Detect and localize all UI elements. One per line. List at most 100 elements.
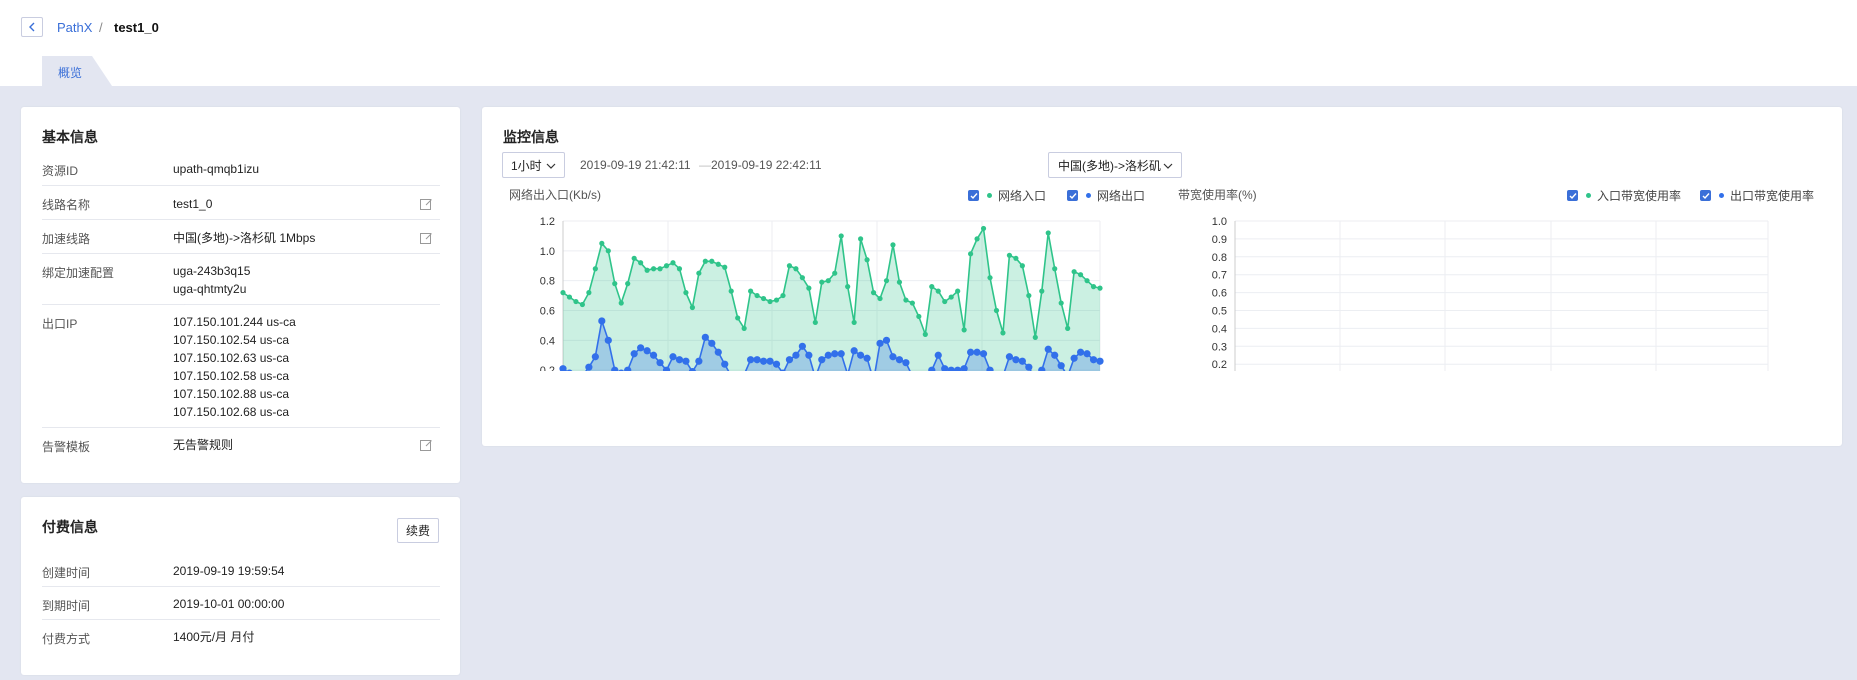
legend-dot — [1086, 193, 1091, 198]
data-point — [883, 278, 890, 284]
data-point — [753, 356, 761, 364]
data-point — [1000, 330, 1006, 336]
data-point — [935, 288, 941, 294]
data-point — [1025, 363, 1033, 371]
data-point — [845, 284, 851, 290]
egress-ip-value: 107.150.101.244 us-ca — [173, 315, 296, 329]
data-point — [644, 267, 650, 273]
monitor-title: 监控信息 — [503, 129, 559, 145]
data-point — [624, 366, 632, 371]
data-point — [850, 347, 858, 355]
data-point — [721, 360, 729, 368]
data-point — [793, 266, 799, 272]
data-point — [851, 319, 857, 326]
period-select[interactable]: 1小时 — [502, 152, 565, 178]
accel-line-label: 加速线路 — [42, 232, 91, 246]
billing-card: 付费信息 续费 创建时间 2019-09-19 19:59:54 到期时间 20… — [21, 497, 460, 675]
data-point — [832, 270, 838, 276]
data-point — [767, 298, 773, 305]
legend-checkbox[interactable] — [1067, 190, 1078, 201]
chevron-left-icon — [29, 22, 35, 32]
data-point — [682, 357, 690, 365]
data-point — [566, 369, 573, 371]
data-point — [1089, 356, 1098, 364]
breadcrumb-separator: / — [99, 20, 103, 35]
legend-inbound-label: 网络入口 — [998, 189, 1047, 203]
back-button[interactable] — [21, 17, 43, 37]
data-point — [819, 279, 825, 285]
y-tick-label: 0.8 — [1212, 252, 1227, 264]
route-select[interactable]: 中国(多地)->洛杉矶 — [1048, 152, 1182, 178]
data-point — [650, 266, 657, 272]
data-point — [876, 339, 884, 347]
data-point — [934, 351, 942, 359]
bound-config-label: 绑定加速配置 — [42, 266, 115, 280]
data-point — [780, 292, 786, 299]
tab-overview[interactable]: 概览 — [42, 56, 112, 86]
check-icon — [970, 192, 978, 199]
chevron-down-icon — [546, 163, 556, 169]
legend-inbound[interactable]: 网络入口 — [968, 187, 1046, 204]
data-point — [566, 294, 573, 300]
legend-outbound[interactable]: 网络出口 — [1067, 187, 1145, 204]
data-point — [980, 225, 987, 232]
range-start[interactable]: 2019-09-19 21:42:11 — [580, 158, 691, 172]
data-point — [1084, 278, 1090, 284]
data-point — [1012, 356, 1020, 364]
data-point — [625, 281, 631, 287]
legend-in-bandwidth[interactable]: 入口带宽使用率 — [1567, 187, 1681, 204]
data-point — [954, 366, 962, 371]
data-point — [922, 331, 928, 337]
chevron-down-icon — [1163, 163, 1173, 169]
data-point — [825, 278, 831, 284]
data-point — [806, 285, 812, 291]
billing-title: 付费信息 — [42, 519, 98, 535]
data-point — [1083, 350, 1091, 358]
data-point — [916, 313, 922, 320]
legend-checkbox[interactable] — [1700, 190, 1711, 201]
data-point — [1038, 366, 1046, 371]
legend-checkbox[interactable] — [1567, 190, 1578, 201]
data-point — [895, 356, 904, 364]
traffic-chart: 00.20.40.60.81.01.22019-09-19 21:43:0020… — [540, 216, 1104, 371]
data-point — [1045, 230, 1051, 236]
egress-ip-value: 107.150.102.88 us-ca — [173, 387, 290, 401]
data-point — [1076, 348, 1085, 356]
data-point — [986, 366, 994, 371]
data-point — [993, 307, 1000, 314]
data-point — [857, 351, 865, 359]
data-point — [748, 288, 754, 294]
data-point — [1039, 288, 1045, 294]
legend-out-bandwidth[interactable]: 出口带宽使用率 — [1700, 187, 1814, 204]
data-point — [573, 298, 579, 305]
legend-in-bandwidth-label: 入口带宽使用率 — [1597, 189, 1682, 203]
data-point — [968, 251, 974, 257]
tab-shape — [42, 56, 112, 86]
edit-icon[interactable] — [419, 231, 433, 245]
data-point — [890, 242, 896, 248]
data-point — [708, 339, 716, 347]
data-point — [747, 356, 755, 364]
edit-icon[interactable] — [419, 197, 433, 211]
legend-checkbox[interactable] — [968, 190, 979, 201]
edit-icon[interactable] — [419, 438, 433, 452]
data-point — [838, 233, 844, 239]
divider — [42, 586, 440, 587]
data-point — [785, 356, 794, 364]
range-end[interactable]: 2019-09-19 22:42:11 — [711, 158, 822, 172]
data-point — [689, 304, 695, 311]
breadcrumb-parent-link[interactable]: PathX — [57, 20, 93, 35]
data-point — [1044, 345, 1052, 353]
data-point — [675, 356, 684, 364]
data-point — [987, 275, 993, 281]
data-point — [863, 354, 871, 362]
data-point — [1077, 272, 1084, 278]
data-point — [773, 297, 780, 303]
traffic-chart-title: 网络出入口(Kb/s) — [509, 188, 602, 202]
data-point — [1032, 334, 1038, 340]
data-point — [864, 257, 870, 263]
y-tick-label: 1.2 — [540, 216, 555, 228]
route-select-value: 中国(多地)->洛杉矶 — [1058, 158, 1161, 173]
created-time-value: 2019-09-19 19:59:54 — [173, 564, 285, 578]
renew-button[interactable]: 续费 — [397, 518, 439, 543]
